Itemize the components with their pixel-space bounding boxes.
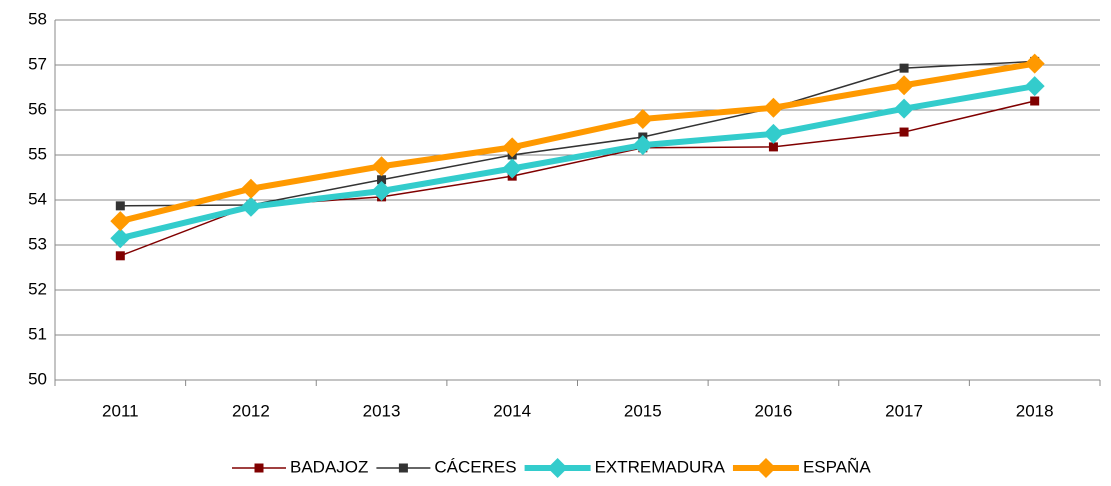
series-line (120, 60, 1035, 207)
data-point (899, 127, 909, 137)
data-point (110, 211, 131, 232)
data-point (1024, 53, 1045, 74)
data-point (632, 135, 653, 156)
y-tick-label: 54 (28, 189, 47, 208)
x-tick-label: 2015 (624, 401, 662, 420)
x-tick-label: 2011 (102, 401, 139, 420)
legend-label: BADAJOZ (290, 457, 368, 476)
data-point (115, 201, 125, 211)
y-tick-label: 56 (28, 99, 47, 118)
data-point (763, 97, 784, 118)
y-tick-label: 55 (28, 144, 47, 163)
y-tick-label: 51 (28, 324, 47, 343)
series-line (119, 83, 1036, 242)
legend-marker (547, 458, 568, 478)
legend-marker (398, 463, 408, 473)
x-tick-label: 2014 (493, 401, 531, 420)
data-point (632, 109, 653, 129)
data-point (110, 228, 131, 249)
x-tick-label: 2018 (1016, 401, 1054, 420)
x-tick-label: 2016 (755, 401, 793, 420)
legend-label: CÁCERES (434, 457, 516, 476)
data-point (115, 251, 125, 261)
data-point (763, 123, 784, 144)
data-point (899, 63, 909, 73)
legend-marker (254, 463, 264, 473)
y-tick-label: 58 (28, 9, 47, 28)
data-point (240, 178, 261, 199)
data-point (371, 181, 392, 201)
series-line (120, 100, 1035, 257)
data-point (377, 175, 387, 185)
legend-marker (755, 458, 776, 478)
data-point (894, 98, 915, 119)
data-point (502, 158, 523, 179)
x-tick-label: 2013 (363, 401, 401, 420)
data-point (502, 137, 523, 158)
y-tick-label: 53 (28, 234, 47, 253)
data-point (1030, 96, 1040, 106)
y-tick-label: 52 (28, 279, 47, 298)
legend-label: EXTREMADURA (595, 457, 726, 476)
x-tick-label: 2017 (885, 401, 923, 420)
x-tick-label: 2012 (232, 401, 270, 420)
data-point (371, 156, 392, 177)
data-point (894, 75, 915, 96)
data-point (240, 196, 261, 217)
series-line (119, 60, 1036, 225)
data-point (1024, 76, 1045, 97)
data-point (768, 142, 778, 152)
y-tick-label: 50 (28, 369, 47, 388)
legend-label: ESPAÑA (803, 457, 871, 476)
y-tick-label: 57 (28, 54, 47, 73)
